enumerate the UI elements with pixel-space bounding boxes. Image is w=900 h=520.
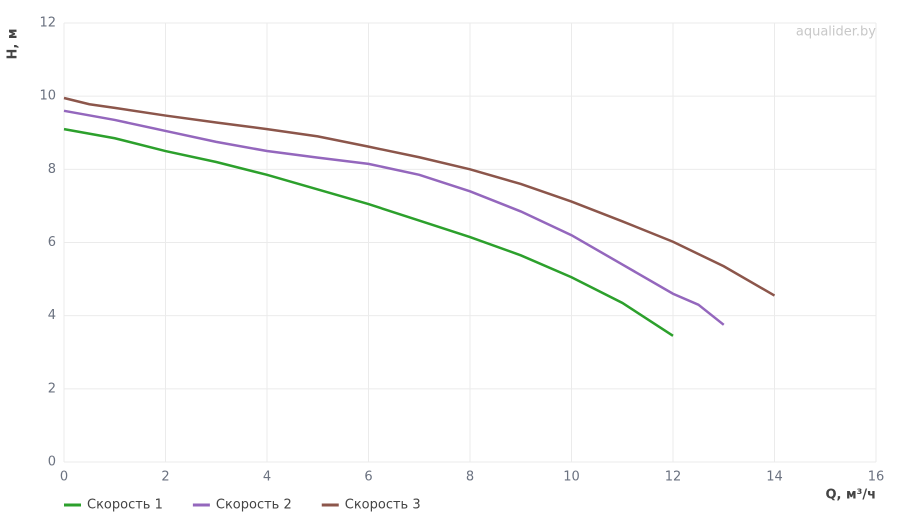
- y-tick-label: 2: [48, 381, 56, 396]
- x-tick-label: 8: [466, 470, 474, 485]
- legend-label: Скорость 1: [87, 498, 163, 513]
- y-tick-label: 0: [48, 455, 56, 470]
- x-tick-label: 0: [60, 470, 68, 485]
- y-tick-label: 12: [39, 16, 56, 31]
- legend-label: Скорость 2: [216, 498, 292, 513]
- y-tick-label: 6: [48, 235, 56, 250]
- legend-label: Скорость 3: [345, 498, 421, 513]
- series-line: [63, 127, 674, 337]
- x-tick-label: 2: [161, 470, 169, 485]
- x-tick-label: 14: [766, 470, 783, 485]
- watermark: aqualider.by: [796, 25, 876, 40]
- y-tick-label: 4: [48, 308, 56, 323]
- y-tick-label: 8: [48, 162, 56, 177]
- y-tick-label: 10: [39, 89, 56, 104]
- series-line: [63, 96, 776, 297]
- y-axis-title: H, м: [6, 29, 21, 60]
- x-axis-title: Q, м³/ч: [825, 488, 876, 503]
- x-tick-label: 12: [665, 470, 682, 485]
- x-tick-label: 6: [364, 470, 372, 485]
- series-line: [63, 109, 725, 326]
- x-tick-label: 10: [563, 470, 580, 485]
- x-tick-label: 4: [263, 470, 271, 485]
- x-tick-label: 16: [868, 470, 885, 485]
